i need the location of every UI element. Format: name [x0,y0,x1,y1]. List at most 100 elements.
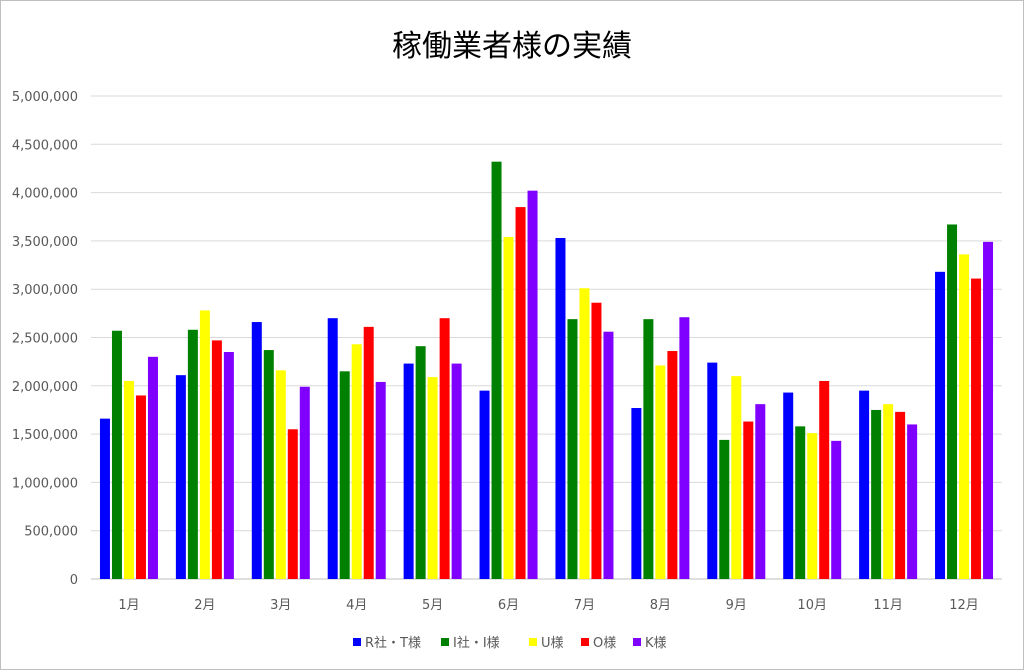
bar [707,362,718,579]
x-tick-label: 12月 [949,598,979,613]
y-axis-ticks: 0 500,000 1,000,000 1,500,000 2,000,000 2,500… [12,90,78,588]
bar [983,241,994,579]
bar [287,429,298,579]
bar [479,390,490,579]
legend-swatch [353,638,361,646]
y-tick-label: 3,500,000 [12,235,78,250]
x-tick-label: 9月 [726,598,747,613]
bar [591,302,602,579]
bar [123,380,134,579]
legend-label: I社・I様 [453,635,500,651]
y-tick-label: 3,000,000 [12,283,78,298]
bar [175,375,186,579]
bar [971,278,982,579]
bar [731,376,742,579]
bar [439,318,450,579]
bar [427,377,438,579]
bar [187,329,198,579]
bar [99,418,110,579]
y-tick-label: 1,500,000 [12,428,78,443]
legend-label: R社・T様 [365,635,421,651]
y-tick-label: 4,000,000 [12,187,78,202]
bar [743,421,754,579]
bar [831,440,842,579]
bar [403,363,414,579]
bar [147,356,158,579]
y-tick-label: 4,500,000 [12,138,78,153]
bars [99,161,994,580]
bar [263,350,274,579]
x-axis: 1月 2月 3月 4月 5月 6月 7月 8月 9月 10月 11月 12月 [118,598,978,613]
bar [351,344,362,579]
legend-swatch [581,638,589,646]
bar [415,346,426,579]
bar [451,363,462,579]
legend-swatch [441,638,449,646]
bar [883,404,894,579]
bar [111,330,122,579]
legend-label: K様 [645,636,667,651]
x-tick-label: 10月 [797,598,827,613]
y-tick-label: 2,500,000 [12,332,78,347]
bar [755,404,766,579]
bar [579,288,590,579]
bar [491,161,502,580]
bar [807,433,818,579]
x-tick-label: 3月 [270,598,291,613]
y-tick-label: 5,000,000 [12,90,78,105]
bar [795,426,806,579]
bar [631,408,642,579]
legend-label: U様 [541,636,564,651]
x-tick-label: 11月 [873,598,903,613]
bar [907,424,918,579]
bar [895,411,906,579]
bar [667,351,678,579]
bar [871,409,882,579]
bar [819,380,830,579]
bar [719,439,730,579]
bar [223,351,234,579]
bar [251,322,262,579]
bar [555,238,566,579]
x-tick-label: 7月 [574,598,595,613]
legend-swatch [633,638,641,646]
bar [603,331,614,579]
bar [567,319,578,579]
bar [947,224,958,579]
y-tick-label: 1,000,000 [12,476,78,491]
x-tick-label: 5月 [422,598,443,613]
bar [643,319,654,579]
chart-title: 稼働業者様の実績 [392,29,632,64]
y-tick-label: 500,000 [24,525,78,540]
bar [135,395,146,579]
bar [211,340,222,579]
legend-swatch [529,638,537,646]
bar [859,390,870,579]
bar [363,326,374,579]
bar [199,310,210,579]
y-tick-label: 0 [70,573,78,588]
bar [339,371,350,579]
bar [503,237,514,579]
bar [935,271,946,579]
x-tick-label: 1月 [118,598,139,613]
bar [783,392,794,579]
bar [275,370,286,579]
bar [679,317,690,579]
gridlines [91,95,1002,580]
bar [299,386,310,579]
legend-label: O様 [593,636,616,651]
bar [375,381,386,579]
bar [655,365,666,579]
bar [327,318,338,579]
x-tick-label: 2月 [194,598,215,613]
bar [959,254,970,579]
y-tick-label: 2,000,000 [12,380,78,395]
bar [527,190,538,579]
bar [515,207,526,579]
x-tick-label: 8月 [650,598,671,613]
x-tick-label: 4月 [346,598,367,613]
legend: R社・T様 I社・I様 U様 O様 K様 [353,635,667,651]
x-tick-label: 6月 [498,598,519,613]
